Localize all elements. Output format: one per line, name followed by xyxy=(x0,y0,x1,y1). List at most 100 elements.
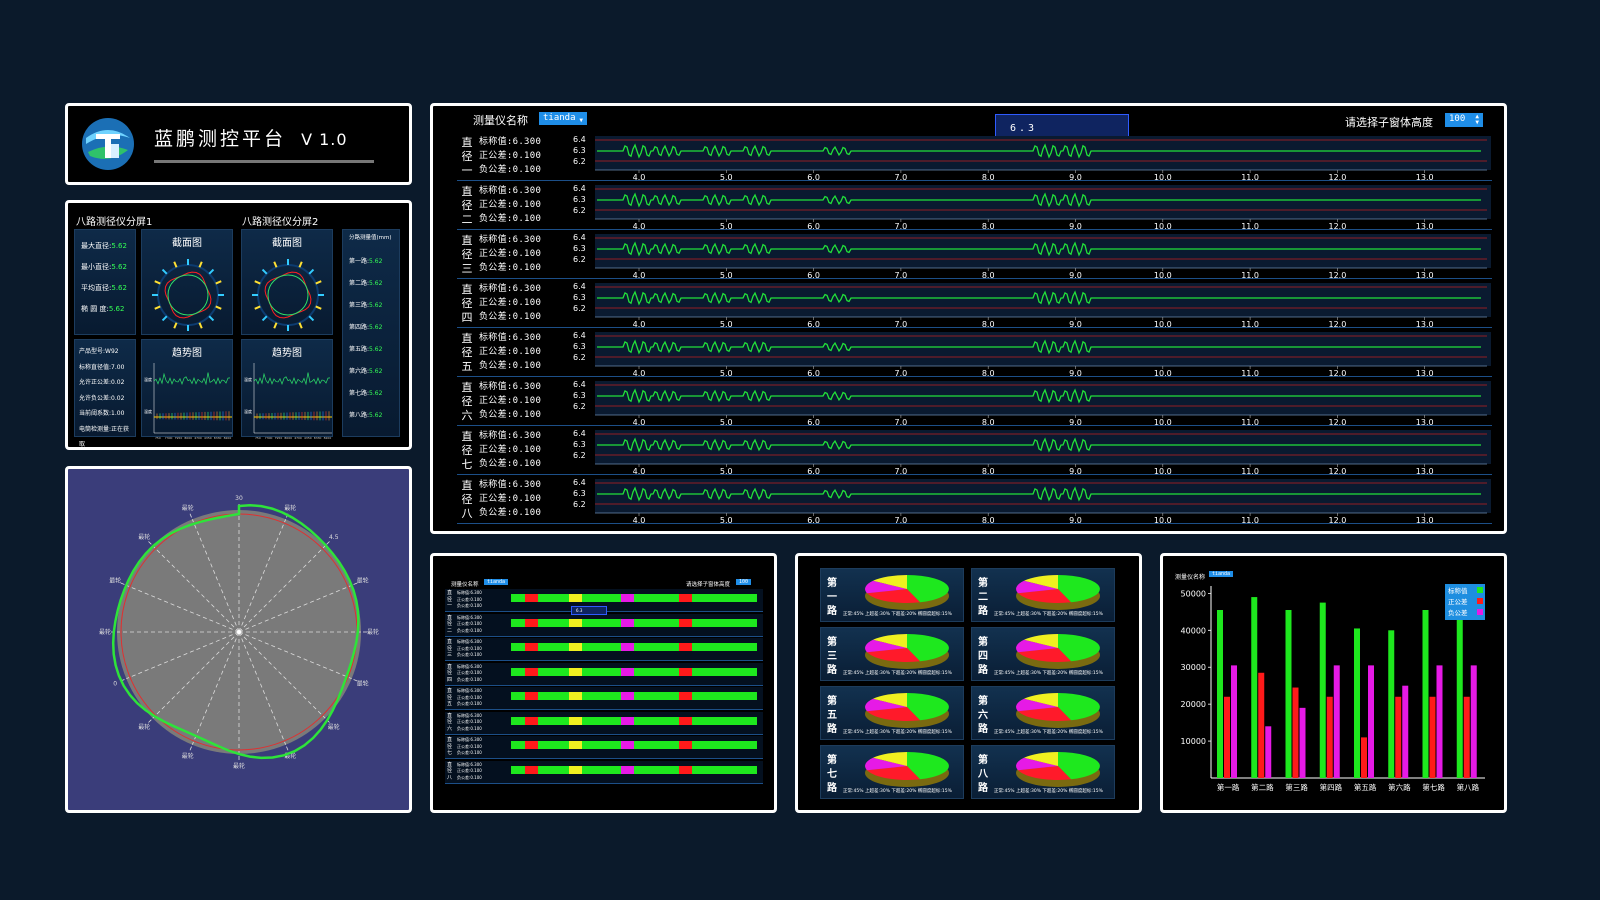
polar-spoke xyxy=(152,545,240,633)
pie-card-label: 第四路 xyxy=(978,637,988,676)
section-profile xyxy=(167,274,209,316)
section-tolerance xyxy=(264,271,312,319)
row-tolerance-info: 标称值:6.300 正公差:0.100 负公差:0.100 xyxy=(479,480,542,518)
height-stepper[interactable]: 100 ▲ ▼ xyxy=(1445,113,1483,127)
row-plot-bg xyxy=(595,430,1491,464)
bar xyxy=(1299,707,1306,778)
title-underline xyxy=(154,160,374,163)
x-tick: 7.0 xyxy=(895,369,908,378)
mini-tooltip: 6.3 xyxy=(571,606,607,615)
x-tick: 6.0 xyxy=(807,467,820,476)
x-tick: 10.0 xyxy=(1154,271,1172,280)
polar-spoke xyxy=(238,545,326,633)
bar-category: 第一路 xyxy=(1217,782,1240,792)
bar-y-tick: 20000 xyxy=(1181,700,1206,709)
trend-line xyxy=(253,372,331,386)
pie-card: 第八路 正常:45% 上超差:30% 下超差:20% 椭圆度超标:15% xyxy=(971,745,1115,799)
product-row: 当前阈系数:1.00 xyxy=(79,410,125,417)
x-tick: 10.0 xyxy=(1154,222,1172,231)
mini-bar-marker xyxy=(569,667,582,676)
trend-xtick: 8330 xyxy=(314,436,322,440)
polar-label: 最轮 xyxy=(357,679,369,687)
x-tick: 10.0 xyxy=(1154,369,1172,378)
polar-label: 4.5 xyxy=(329,534,339,541)
mini-instrument-label: 测量仪名称 xyxy=(451,582,479,588)
pie-card-label: 第八路 xyxy=(978,755,988,794)
cross-section-1: 截面图 xyxy=(141,229,233,335)
pie-slice xyxy=(873,693,907,707)
mini-bar-marker xyxy=(569,643,582,651)
section-tolerance xyxy=(164,271,212,319)
row-signal xyxy=(597,486,1481,502)
section-tick xyxy=(154,280,161,285)
x-tick: 9.0 xyxy=(1069,271,1082,280)
bar-category: 第八路 xyxy=(1457,782,1480,792)
instrument-select[interactable]: tianda ▼ xyxy=(539,112,587,125)
pie-slice xyxy=(867,648,920,662)
mini-row-info: 标称值:6.300 正公差:0.100 负公差:0.100 xyxy=(457,639,482,657)
x-tick: 6.0 xyxy=(807,369,820,378)
polar-tick xyxy=(148,541,152,545)
y-tick: 6.3 xyxy=(573,293,586,302)
polar-label: 30 xyxy=(235,495,243,502)
pie-chart xyxy=(1016,634,1100,669)
section-tick xyxy=(273,322,278,329)
y-tick: 6.4 xyxy=(573,135,586,144)
mini-bar-marker xyxy=(525,667,538,676)
x-tick: 11.0 xyxy=(1241,467,1259,476)
bar-category: 第三路 xyxy=(1285,782,1308,792)
pie-legend: 正常:45% 上超差:30% 下超差:20% 椭圆度超标:15% xyxy=(994,612,1103,617)
row-label: 直径二 xyxy=(461,185,473,226)
legend-label: 负公差 xyxy=(1448,608,1468,617)
y-tick: 6.4 xyxy=(573,429,586,438)
measure-title: 分路测量值(mm) xyxy=(349,235,392,241)
bar-instrument-select[interactable]: tianda xyxy=(1209,571,1234,577)
mini-instrument-select[interactable]: tianda xyxy=(484,579,509,585)
trend-xtick: 8000 xyxy=(284,436,292,440)
legend-swatch xyxy=(1477,609,1483,615)
mini-bar-marker xyxy=(621,594,634,602)
x-tick: 11.0 xyxy=(1241,271,1259,280)
mini-bar-marker xyxy=(679,692,692,700)
pie-slice xyxy=(867,589,920,603)
row-chart: 6.4 6.3 6.2 4.0 5.0 6.0 7.0 8.0 9.0 10.0 11.0 12.0 1… xyxy=(573,429,1491,476)
pie-slice xyxy=(865,757,907,771)
diameter-row: 直径八标称值:6.300 正公差:0.100 负公差:0.100 6.4 6.3 6.2 4… xyxy=(457,477,1492,525)
bar-instrument-label: 测量仪名称 xyxy=(1175,574,1206,581)
x-tick: 10.0 xyxy=(1154,418,1172,427)
summary-panel: 八路测径仪分屏1 八路测径仪分屏2 最大直径:5.62 最小直径:5.62 平均直径… xyxy=(65,200,412,450)
mini-row-info: 标称值:6.300 正公差:0.100 负公差:0.100 xyxy=(457,712,482,731)
mini-row-label: 直径三 xyxy=(447,639,453,658)
row-tolerance-info: 标称值:6.300 正公差:0.100 负公差:0.100 xyxy=(479,186,542,224)
bar xyxy=(1388,630,1395,778)
y-tick: 6.2 xyxy=(573,500,586,509)
polar-spoke xyxy=(152,631,240,719)
section-tick xyxy=(208,268,215,275)
row-chart: 6.4 6.3 6.2 4.0 5.0 6.0 7.0 8.0 9.0 10.0 11.0 12.0 1… xyxy=(573,184,1491,231)
section-tick xyxy=(261,268,268,275)
section-tick xyxy=(215,280,222,285)
trend-xtick: 8200 xyxy=(224,436,232,440)
trend-chart-2: 趋势图 温度 温度 750 7300 7950 8000 4700 4350 8330 8200 xyxy=(241,339,333,440)
polar-label: 最轮 xyxy=(138,533,150,541)
mini-row: 直径四标称值:6.300 正公差:0.100 负公差:0.100 xyxy=(445,662,763,686)
trend-line xyxy=(153,372,231,386)
section-tick xyxy=(254,280,261,285)
trend-xtick: 8200 xyxy=(324,436,332,440)
y-tick: 6.4 xyxy=(573,380,586,389)
bar xyxy=(1429,696,1436,778)
mini-bar-marker xyxy=(569,741,582,749)
mini-bar-marker xyxy=(679,643,692,651)
polar-tick xyxy=(189,513,192,518)
mini-tolerance-bar xyxy=(511,692,757,700)
polar-panel: 30 最轮 4.5 最轮 最轮 最轮 最轮 最轮 最轮 最轮 最轮 0 最轮 最轮 最轮 最轮 xyxy=(65,466,412,813)
x-tick: 7.0 xyxy=(895,467,908,476)
mini-row-info: 标称值:6.300 正公差:0.100 负公差:0.100 xyxy=(457,761,482,780)
polar-label: 最轮 xyxy=(328,723,340,731)
pie-slice xyxy=(1018,589,1071,603)
pie-slice xyxy=(1024,693,1058,707)
measure-row: 第六路:5.62 xyxy=(349,367,383,375)
y-tick: 6.4 xyxy=(573,184,586,193)
mini-height-stepper[interactable]: 100 xyxy=(736,579,752,585)
